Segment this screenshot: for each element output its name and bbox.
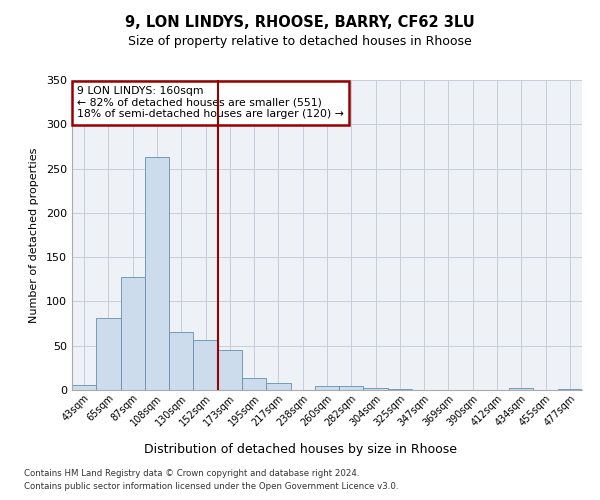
Bar — [315, 386, 339, 390]
Bar — [218, 350, 242, 390]
Text: Contains public sector information licensed under the Open Government Licence v3: Contains public sector information licen… — [24, 482, 398, 491]
Bar — [96, 318, 121, 390]
Bar — [193, 340, 218, 390]
Bar — [364, 388, 388, 390]
Bar — [169, 332, 193, 390]
Text: Contains HM Land Registry data © Crown copyright and database right 2024.: Contains HM Land Registry data © Crown c… — [24, 468, 359, 477]
Bar — [242, 378, 266, 390]
Bar — [72, 384, 96, 390]
Bar — [339, 386, 364, 390]
Text: 9, LON LINDYS, RHOOSE, BARRY, CF62 3LU: 9, LON LINDYS, RHOOSE, BARRY, CF62 3LU — [125, 15, 475, 30]
Bar — [121, 276, 145, 390]
Bar — [509, 388, 533, 390]
Bar — [388, 389, 412, 390]
Text: Distribution of detached houses by size in Rhoose: Distribution of detached houses by size … — [143, 442, 457, 456]
Bar — [145, 157, 169, 390]
Bar — [266, 383, 290, 390]
Bar — [558, 389, 582, 390]
Y-axis label: Number of detached properties: Number of detached properties — [29, 148, 39, 322]
Text: Size of property relative to detached houses in Rhoose: Size of property relative to detached ho… — [128, 35, 472, 48]
Text: 9 LON LINDYS: 160sqm
← 82% of detached houses are smaller (551)
18% of semi-deta: 9 LON LINDYS: 160sqm ← 82% of detached h… — [77, 86, 344, 120]
